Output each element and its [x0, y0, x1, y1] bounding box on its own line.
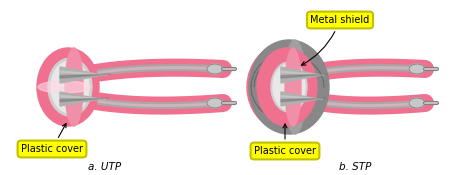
Ellipse shape: [247, 44, 323, 130]
Polygon shape: [60, 67, 103, 83]
Ellipse shape: [212, 62, 226, 75]
Text: Plastic cover: Plastic cover: [21, 124, 83, 154]
Text: Metal shield: Metal shield: [301, 15, 370, 65]
Ellipse shape: [249, 40, 329, 134]
Polygon shape: [60, 92, 101, 106]
Polygon shape: [281, 98, 326, 102]
Polygon shape: [60, 98, 109, 102]
Polygon shape: [281, 92, 318, 106]
Polygon shape: [60, 96, 106, 99]
Ellipse shape: [285, 48, 301, 126]
Ellipse shape: [48, 58, 92, 116]
Polygon shape: [281, 74, 328, 78]
Text: a. UTP: a. UTP: [89, 162, 121, 172]
Ellipse shape: [207, 64, 223, 74]
Ellipse shape: [414, 62, 428, 75]
Ellipse shape: [212, 97, 226, 108]
Ellipse shape: [65, 48, 83, 126]
Ellipse shape: [51, 61, 89, 113]
Ellipse shape: [284, 40, 306, 134]
Ellipse shape: [273, 64, 305, 110]
Polygon shape: [281, 71, 325, 75]
Ellipse shape: [257, 48, 317, 126]
Ellipse shape: [414, 97, 428, 108]
Text: b. STP: b. STP: [339, 162, 371, 172]
Ellipse shape: [37, 48, 99, 126]
Polygon shape: [281, 67, 320, 83]
Ellipse shape: [207, 98, 223, 108]
Text: Plastic cover: Plastic cover: [254, 124, 316, 156]
Polygon shape: [60, 71, 108, 75]
Ellipse shape: [271, 62, 307, 112]
Polygon shape: [281, 96, 323, 99]
Polygon shape: [60, 74, 111, 78]
Ellipse shape: [38, 81, 90, 93]
Ellipse shape: [409, 64, 425, 74]
Ellipse shape: [409, 98, 425, 108]
